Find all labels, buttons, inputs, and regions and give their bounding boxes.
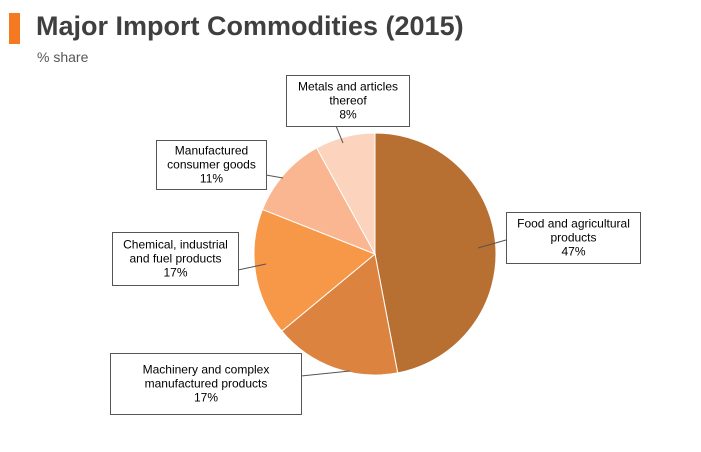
leader-line-5 (335, 125, 344, 144)
pie-slice-1 (374, 132, 497, 374)
pie-slices (253, 132, 497, 376)
slice-category-label-4: Manufactured (175, 144, 248, 158)
slice-category-label-5: thereof (329, 94, 367, 108)
slice-value-label-1: 47% (561, 245, 585, 259)
slice-value-label-4: 11% (200, 172, 223, 186)
pie-slice-2 (281, 253, 399, 376)
leader-line-1 (477, 239, 507, 249)
chart-title: Major Import Commodities (2015) (36, 11, 464, 41)
slice-label-box-4 (156, 140, 267, 190)
leader-line-3 (237, 263, 267, 271)
slice-label-box-5 (286, 75, 410, 127)
slice-label-box-1 (506, 212, 641, 264)
slice-category-label-3: Chemical, industrial (123, 238, 228, 252)
leader-line-4 (265, 174, 284, 179)
slice-category-label-4: consumer goods (167, 158, 256, 172)
slice-category-label-5: Metals and articles (298, 80, 398, 94)
slice-category-label-1: products (550, 231, 596, 245)
title-accent-bar (9, 13, 20, 44)
chart-subtitle: % share (37, 49, 89, 65)
slice-label-box-3 (112, 232, 239, 286)
pie-slice-4 (261, 147, 377, 255)
slice-value-label-3: 17% (163, 266, 187, 280)
slice-label-box-2 (110, 353, 302, 415)
pie-slice-3 (253, 208, 376, 332)
leader-line-2 (300, 370, 351, 377)
slice-value-label-2: 17% (194, 391, 218, 405)
slice-category-label-2: Machinery and complex (143, 363, 270, 377)
slice-category-label-2: manufactured products (145, 377, 268, 391)
slice-category-label-1: Food and agricultural (517, 217, 630, 231)
pie-slice-5 (316, 132, 376, 255)
slice-category-label-3: and fuel products (129, 252, 221, 266)
leader-lines (237, 125, 507, 377)
slice-value-label-5: 8% (339, 108, 357, 122)
